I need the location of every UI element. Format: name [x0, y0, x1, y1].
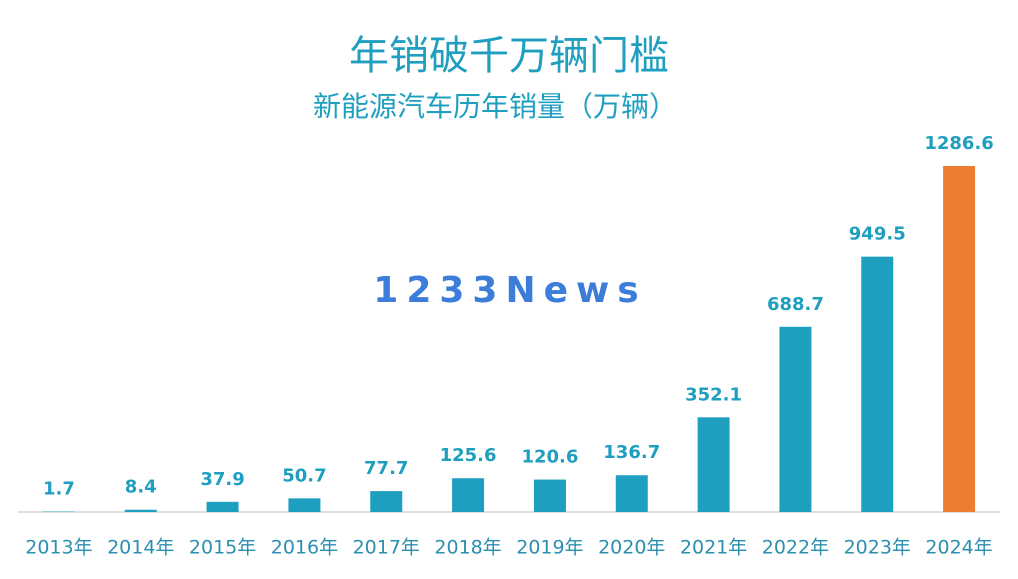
bar: [124, 509, 157, 512]
x-tick-label: 2020年: [598, 537, 665, 559]
bar: [370, 491, 403, 512]
value-label: 50.7: [282, 465, 326, 486]
x-tick-label: 2016年: [271, 537, 338, 559]
x-tick-label: 2015年: [189, 537, 256, 559]
x-tick-label: 2019年: [516, 537, 583, 559]
value-label: 949.5: [849, 224, 906, 245]
value-label: 37.9: [200, 469, 244, 490]
bar: [943, 166, 976, 512]
value-label: 688.7: [767, 294, 824, 315]
x-tick-label: 2023年: [844, 537, 911, 559]
value-label: 125.6: [440, 445, 497, 466]
value-label: 136.7: [603, 442, 660, 463]
x-tick-label: 2014年: [107, 537, 174, 559]
value-label: 352.1: [685, 384, 742, 405]
bar: [779, 326, 812, 512]
watermark: 1233News: [373, 270, 646, 311]
x-tick-label: 2021年: [680, 537, 747, 559]
x-tick-label: 2022年: [762, 537, 829, 559]
value-label: 120.6: [521, 447, 578, 468]
value-label: 1286.6: [924, 133, 993, 154]
bar: [206, 501, 239, 512]
value-label: 8.4: [125, 477, 157, 498]
chart-subtitle: 新能源汽车历年销量（万辆）: [313, 90, 677, 123]
x-tick-label: 2018年: [434, 537, 501, 559]
value-label: 1.7: [43, 479, 75, 500]
bar: [288, 498, 321, 512]
x-tick-label: 2013年: [25, 537, 92, 559]
chart-title: 年销破千万辆门槛: [349, 33, 669, 79]
bar: [861, 256, 894, 512]
x-tick-label: 2024年: [925, 537, 992, 559]
bar: [533, 479, 566, 512]
bar: [697, 417, 730, 512]
x-tick-label: 2017年: [353, 537, 420, 559]
value-label: 77.7: [364, 458, 408, 479]
bar: [615, 475, 648, 512]
bar: [452, 478, 485, 512]
